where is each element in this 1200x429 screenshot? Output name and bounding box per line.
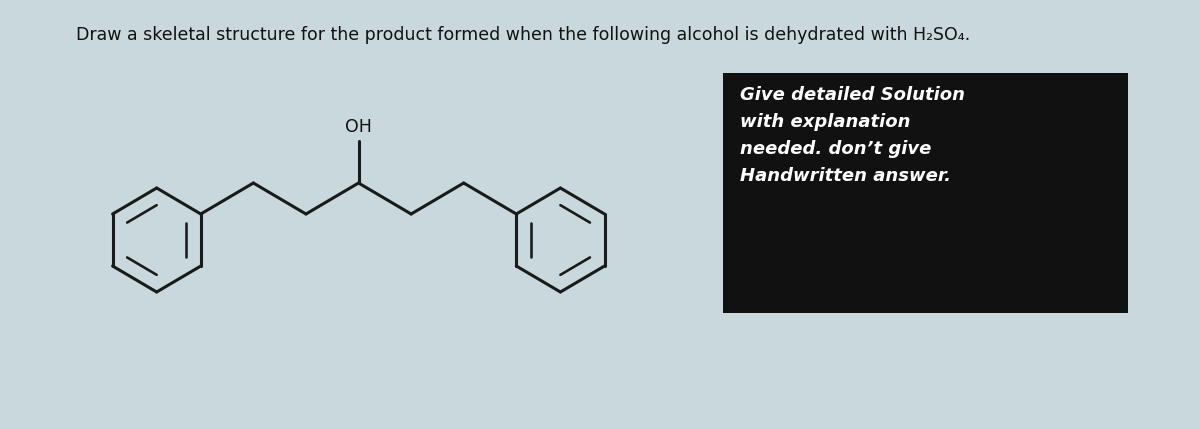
FancyBboxPatch shape	[722, 73, 1128, 313]
Text: Give detailed Solution
with explanation
needed. don’t give
Handwritten answer.: Give detailed Solution with explanation …	[740, 86, 966, 185]
Text: Draw a skeletal structure for the product formed when the following alcohol is d: Draw a skeletal structure for the produc…	[77, 26, 971, 44]
Text: OH: OH	[346, 118, 372, 136]
